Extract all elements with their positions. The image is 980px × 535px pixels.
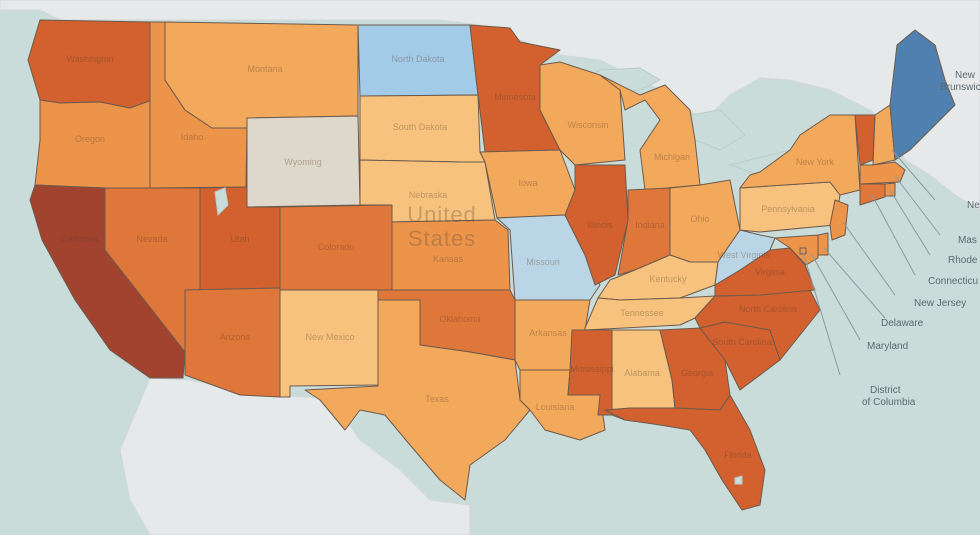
state-washington[interactable] <box>27 19 153 109</box>
state-north-dakota[interactable] <box>357 24 479 97</box>
leader-massachusetts <box>894 175 941 236</box>
state-oregon[interactable] <box>34 99 153 189</box>
state-montana[interactable] <box>164 21 359 129</box>
state-wisconsin[interactable] <box>539 61 626 166</box>
state-arizona[interactable] <box>184 287 281 398</box>
state-rhode-island[interactable] <box>884 182 896 197</box>
states-layer <box>27 19 956 511</box>
state-maryland[interactable] <box>774 234 819 266</box>
state-new-jersey[interactable] <box>829 199 849 241</box>
leader-rhode-island <box>889 189 931 256</box>
state-new-mexico[interactable] <box>279 289 379 398</box>
state-colorado[interactable] <box>279 204 393 293</box>
state-florida[interactable] <box>604 394 766 511</box>
leader-maryland <box>811 254 861 341</box>
leader-district-of-columbia <box>802 251 841 376</box>
great-salt-lake <box>214 187 229 217</box>
state-wyoming[interactable] <box>246 115 361 208</box>
state-district-of-columbia[interactable] <box>799 247 807 255</box>
leader-new-hampshire <box>891 149 936 201</box>
state-maine[interactable] <box>889 29 956 161</box>
leader-connecticut <box>871 194 916 276</box>
lake-okeechobee <box>734 475 743 485</box>
state-kansas[interactable] <box>391 219 511 291</box>
state-south-dakota[interactable] <box>359 94 486 163</box>
state-illinois[interactable] <box>564 164 629 286</box>
leader-delaware <box>823 247 886 319</box>
leader-new-jersey <box>842 221 896 296</box>
state-delaware[interactable] <box>817 232 829 256</box>
state-connecticut[interactable] <box>859 183 886 206</box>
state-pennsylvania[interactable] <box>739 181 841 233</box>
state-texas[interactable] <box>304 299 531 501</box>
canada-landmass <box>0 0 980 211</box>
